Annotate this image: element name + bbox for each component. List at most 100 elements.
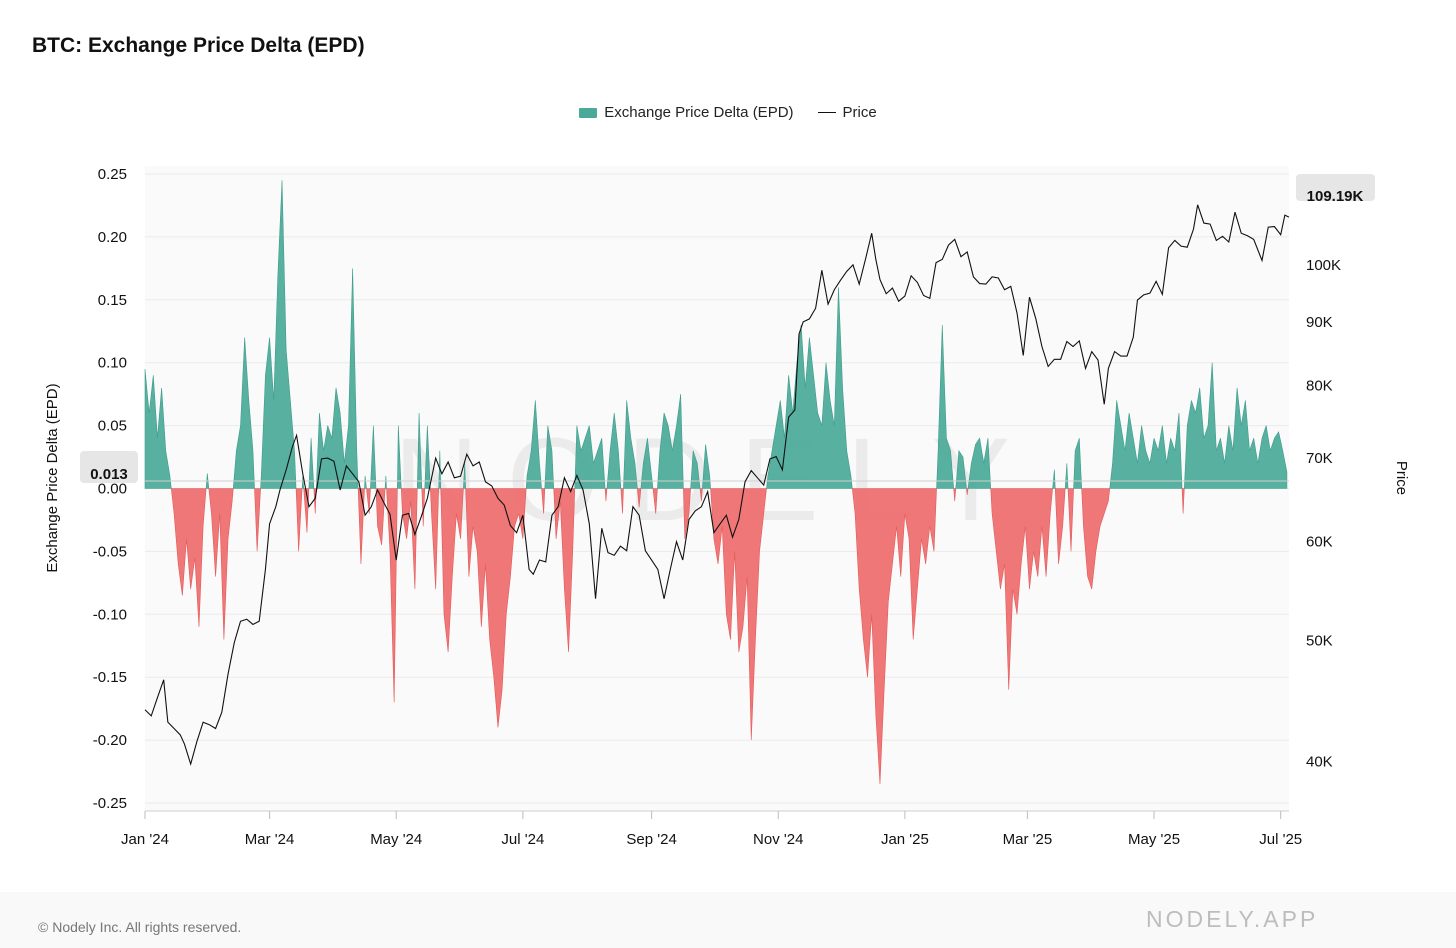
y2-tick-label: 50K <box>1306 632 1333 649</box>
epd-area-positive <box>640 438 654 489</box>
epd-area-positive <box>606 412 622 489</box>
epd-area-negative <box>990 488 1053 690</box>
x-tick-label: May '25 <box>1128 831 1180 848</box>
y-tick-label: -0.25 <box>93 795 127 812</box>
epd-area-negative <box>652 488 658 514</box>
y-axis-title: Exchange Price Delta (EPD) <box>44 383 61 572</box>
footer-copyright: © Nodely Inc. All rights reserved. <box>38 919 242 935</box>
footer-brand-logo[interactable]: NODELY.APP <box>1146 906 1319 932</box>
epd-area-negative <box>430 488 439 590</box>
epd-area-negative <box>620 488 624 514</box>
y-axis-right: 40K 50K 60K 70K 80K 90K 100K <box>1306 257 1341 771</box>
epd-area-negative <box>1054 488 1066 565</box>
epd-area-negative <box>710 488 767 741</box>
epd-area-positive <box>544 425 555 489</box>
y-tick-label: 0.05 <box>98 418 127 435</box>
epd-area-positive <box>370 425 377 489</box>
epd-area-positive <box>260 180 297 489</box>
last-price-badge: 109.19K <box>1296 174 1375 205</box>
epd-area-positive <box>690 450 701 489</box>
epd-area-positive <box>144 368 172 489</box>
y-tick-label: -0.15 <box>93 669 127 686</box>
epd-area-series <box>144 180 1288 785</box>
x-tick-label: Nov '24 <box>753 831 803 848</box>
epd-area-positive <box>308 438 315 489</box>
y2-tick-label: 40K <box>1306 753 1333 770</box>
y-tick-label: -0.10 <box>93 606 127 623</box>
epd-area-positive <box>1073 438 1082 489</box>
epd-area-positive <box>232 337 255 489</box>
epd-area-positive <box>702 444 711 489</box>
x-tick-label: Jul '24 <box>501 831 544 848</box>
y2-tick-label: 90K <box>1306 314 1333 331</box>
epd-area-negative <box>553 488 576 653</box>
epd-area-positive <box>1064 463 1069 489</box>
epd-area-positive <box>955 449 967 489</box>
x-tick-label: Mar '25 <box>1003 831 1053 848</box>
epd-chart: NODELY Jan '24 Mar '24 May '24 Jul '24 Sep '… <box>44 166 1410 848</box>
x-tick-label: May '24 <box>370 831 422 848</box>
epd-area-positive <box>364 475 367 489</box>
y-tick-label: 0.15 <box>98 292 127 309</box>
last-price-badge-bg <box>1296 174 1375 201</box>
legend-item-price[interactable]: Price <box>817 104 877 121</box>
price-series-line <box>144 204 1290 767</box>
epd-area-positive <box>766 287 853 489</box>
epd-area-positive <box>657 394 684 489</box>
x-tick-label: Jul '25 <box>1259 831 1302 848</box>
epd-area-negative <box>1081 488 1111 590</box>
epd-area-positive <box>623 400 638 489</box>
page-title: BTC: Exchange Price Delta (EPD) <box>32 34 365 57</box>
legend-item-epd[interactable]: Exchange Price Delta (EPD) <box>579 104 794 121</box>
legend-swatch-area-icon <box>579 107 598 118</box>
epd-area-positive <box>1109 400 1183 489</box>
epd-area-negative <box>541 488 546 514</box>
epd-area-positive <box>397 425 402 489</box>
epd-area-positive <box>1183 362 1288 489</box>
epd-area-positive <box>574 425 606 489</box>
last-epd-label: 0.013 <box>90 466 128 483</box>
epd-area-negative <box>440 488 464 653</box>
legend-label-price: Price <box>842 104 877 121</box>
epd-area-negative <box>604 488 608 502</box>
epd-area-negative <box>386 488 398 703</box>
epd-area-negative <box>851 488 937 785</box>
epd-area-negative <box>170 488 207 627</box>
y-tick-label: 0.25 <box>98 166 127 183</box>
x-tick-label: Jan '24 <box>121 831 169 848</box>
y2-tick-label: 70K <box>1306 450 1333 467</box>
epd-area-negative <box>683 488 691 539</box>
y-tick-label: 0.20 <box>98 229 127 246</box>
epd-area-negative <box>375 488 386 546</box>
legend-label-epd: Exchange Price Delta (EPD) <box>604 104 794 121</box>
chart-legend: Exchange Price Delta (EPD) Price <box>0 104 1456 121</box>
y2-axis-title: Price <box>1393 461 1410 495</box>
epd-area-positive <box>416 413 423 489</box>
y-tick-label: -0.05 <box>93 543 127 560</box>
last-epd-badge: 0.013 <box>80 451 138 483</box>
y-axis-left: 0.25 0.20 0.15 0.10 0.05 0.00 -0.05 -0.10 -0.15 -… <box>93 166 127 812</box>
epd-area-positive <box>967 437 992 489</box>
epd-area-positive <box>424 425 431 489</box>
epd-area-negative <box>254 488 261 552</box>
x-tick-label: Mar '24 <box>245 831 295 848</box>
x-axis: Jan '24 Mar '24 May '24 Jul '24 Sep '24 Nov '… <box>121 810 1302 848</box>
epd-area-negative <box>1067 488 1074 552</box>
epd-area-positive <box>463 463 466 489</box>
legend-swatch-line-icon <box>817 112 836 113</box>
y2-tick-label: 80K <box>1306 378 1333 395</box>
epd-area-positive <box>1052 469 1056 489</box>
y2-tick-label: 60K <box>1306 534 1333 551</box>
epd-area-negative <box>637 488 642 508</box>
last-price-label: 109.19K <box>1307 188 1364 205</box>
epd-area-negative <box>208 488 234 640</box>
y-tick-label: 0.00 <box>98 481 127 498</box>
epd-area-negative <box>1181 488 1185 514</box>
last-epd-badge-bg <box>80 451 138 483</box>
x-tick-label: Sep '24 <box>626 831 676 848</box>
epd-area-negative <box>366 488 371 514</box>
epd-area-positive <box>301 475 305 489</box>
y-tick-label: -0.20 <box>93 732 127 749</box>
epd-area-positive <box>315 268 359 489</box>
x-tick-label: Jan '25 <box>881 831 929 848</box>
